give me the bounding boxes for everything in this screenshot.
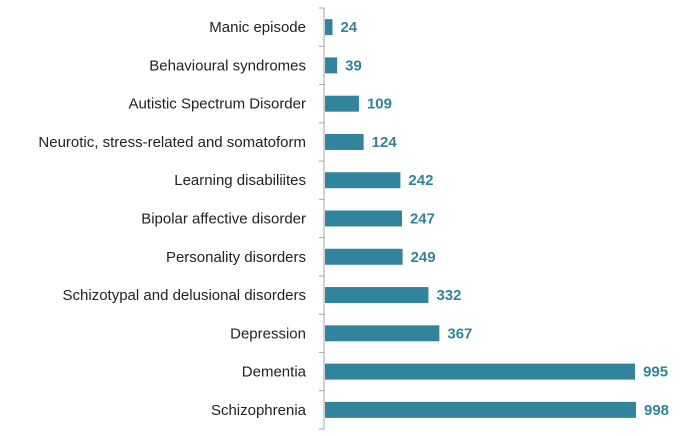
category-label: Manic episode: [209, 19, 306, 36]
category-label: Learning disabiliites: [174, 172, 306, 189]
value-label: 247: [410, 211, 435, 228]
bar: [325, 210, 402, 227]
category-label: Bipolar affective disorder: [141, 211, 306, 228]
bar: [325, 172, 401, 189]
value-labels: 24 39 109 124 242 247 249 332 367 995 998: [340, 19, 669, 419]
bar: [325, 133, 364, 150]
bars-group: [325, 19, 636, 418]
value-label: 109: [367, 96, 392, 113]
value-label: 367: [447, 325, 472, 342]
category-label: Autistic Spectrum Disorder: [128, 96, 306, 113]
value-label: 124: [372, 134, 398, 151]
category-label: Dementia: [242, 364, 307, 381]
bar: [325, 57, 338, 74]
bar: [325, 95, 359, 112]
category-axis-ticks: [319, 7, 324, 430]
bar: [325, 287, 429, 304]
category-label: Schizotypal and delusional disorders: [63, 287, 306, 304]
category-label: Depression: [230, 325, 306, 342]
value-label: 249: [411, 249, 436, 266]
bar: [325, 19, 333, 36]
category-label: Personality disorders: [166, 249, 306, 266]
value-label: 24: [340, 19, 357, 36]
bar: [325, 248, 403, 265]
value-label: 998: [644, 402, 669, 419]
value-label: 995: [643, 364, 668, 381]
value-label: 39: [345, 57, 362, 74]
category-label: Behavioural syndromes: [149, 57, 306, 74]
category-labels: Manic episode Behavioural syndromes Autist…: [38, 19, 306, 419]
category-label: Neurotic, stress-related and somatoform: [38, 134, 306, 151]
category-label: Schizophrenia: [211, 402, 307, 419]
bar: [325, 363, 636, 380]
bar: [325, 325, 440, 342]
value-label: 242: [408, 172, 433, 189]
bar: [325, 401, 636, 418]
value-label: 332: [436, 287, 461, 304]
